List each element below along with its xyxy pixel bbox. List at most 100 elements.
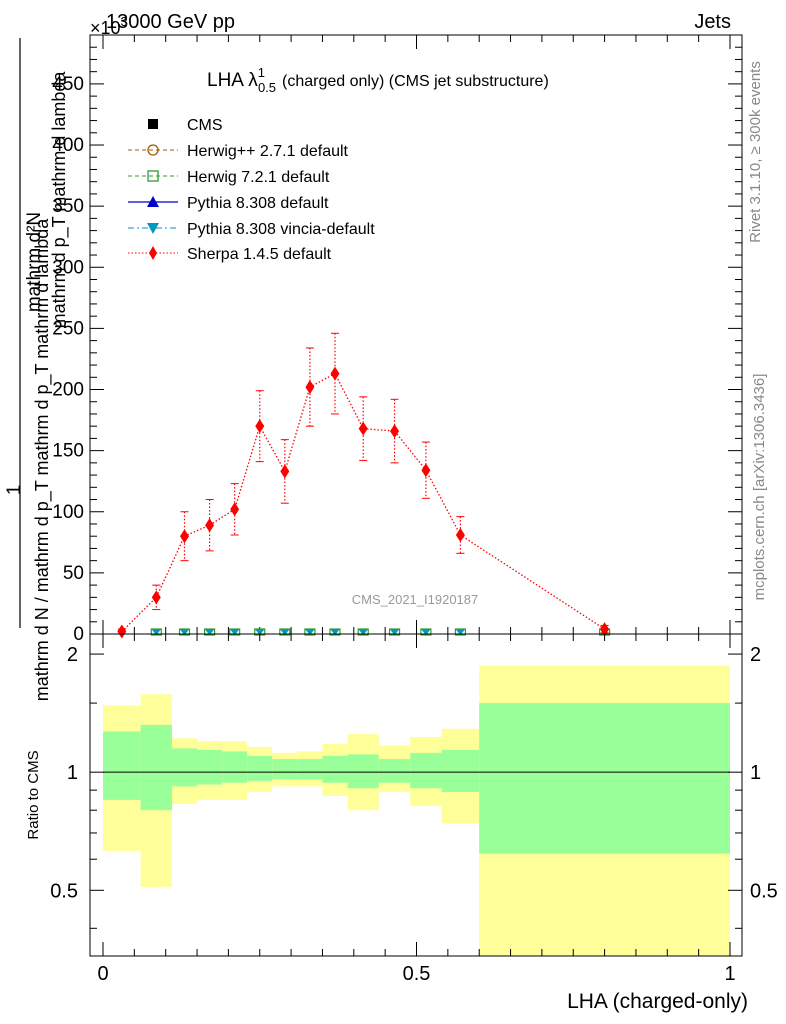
vincia-marker (254, 629, 265, 635)
main-title-sup: 1 (258, 65, 265, 80)
sherpa-point (330, 366, 340, 381)
header-left: 13000 GeV pp (106, 11, 235, 33)
sherpa-point (455, 527, 465, 542)
ratio-y-tick-label: 0.5 (50, 880, 78, 902)
main-title: LHA λ1 0.5 (charged only) (CMS jet substru… (207, 65, 549, 95)
ratio-band-inner (197, 749, 223, 785)
ratio-x-ticks: 0 0.5 1 (97, 634, 736, 985)
vincia-marker (389, 629, 400, 635)
legend-marker-cms (148, 119, 158, 129)
ratio-band-inner (479, 703, 730, 854)
ratio-band-inner (410, 752, 442, 789)
ratio-band-inner (171, 748, 198, 787)
ratio-band-inner (272, 759, 298, 780)
vincia-marker (329, 629, 340, 635)
vincia-marker (358, 629, 369, 635)
legend: CMS Herwig++ 2.7.1 default Herwig 7.2.1 … (128, 117, 375, 263)
ratio-band-inner (441, 749, 480, 793)
ratio-band-inner (378, 759, 411, 783)
sherpa-point (255, 419, 265, 434)
y-exponent-power: 3 (121, 14, 128, 29)
vincia-marker (279, 629, 290, 635)
legend-label-vincia: Pythia 8.308 vincia-default (187, 221, 375, 238)
sherpa-point (230, 502, 240, 517)
main-y-tick-label: 150 (52, 441, 84, 462)
ratio-y-tick-label-right: 2 (750, 644, 761, 666)
sherpa-point (421, 463, 431, 478)
ratio-band-inner (347, 754, 379, 789)
y-label-den-line1: 1 (4, 485, 25, 496)
main-data-layer (117, 332, 611, 639)
main-y-tick-label: 400 (52, 135, 84, 156)
sherpa-point (117, 624, 127, 639)
vincia-marker (455, 629, 466, 635)
main-y-tick-label: 300 (52, 257, 84, 278)
sherpa-point (151, 590, 161, 605)
ratio-y-tick-label-right: 0.5 (750, 880, 778, 902)
legend-label-pythia: Pythia 8.308 default (187, 195, 329, 212)
legend-marker-sherpa (149, 246, 157, 260)
main-title-sub: 0.5 (258, 80, 276, 95)
ratio-bands (103, 665, 730, 956)
sherpa-point (305, 380, 315, 395)
legend-marker-herwig7 (147, 170, 159, 182)
ratio-band-inner (103, 731, 141, 800)
main-y-ticks: 0 50 100 150 200 250 300 350 400 450 (52, 34, 742, 645)
main-y-tick-label: 350 (52, 196, 84, 217)
legend-label-sherpa: Sherpa 1.4.5 default (187, 246, 332, 263)
vincia-marker (420, 629, 431, 635)
y-exponent-base: ×10 (90, 18, 121, 38)
main-x-ticks (102, 35, 731, 634)
main-y-tick-label: 200 (52, 380, 84, 401)
sherpa-point (358, 421, 368, 436)
ratio-band-inner (222, 751, 248, 783)
ratio-y-tick-label: 1 (67, 762, 78, 784)
vincia-marker (204, 629, 215, 635)
main-y-label: mathrm d²N mathrm d p_T mathrm d lambda … (4, 38, 70, 701)
legend-marker-vincia (147, 223, 159, 234)
x-tick-label: 1 (724, 963, 735, 985)
ratio-band-inner (297, 759, 323, 780)
ratio-band-inner (140, 724, 172, 811)
sherpa-point (390, 424, 400, 439)
header-right: Jets (694, 11, 731, 33)
analysis-watermark: CMS_2021_I1920187 (352, 592, 479, 607)
ratio-y-ticks: 0.5 0.5 1 1 2 2 (50, 644, 778, 929)
sherpa-series-line (121, 372, 605, 633)
ratio-band-inner (247, 755, 273, 781)
y-label-den-line2: mathrm d N / mathrm d p_T mathrm d p_T m… (32, 218, 53, 701)
main-title-rest: (charged only) (CMS jet substructure) (282, 73, 549, 90)
y-exponent: ×103 (90, 14, 128, 38)
main-y-tick-label: 0 (73, 624, 84, 645)
vincia-marker (229, 629, 240, 635)
legend-label-herwig7: Herwig 7.2.1 default (187, 169, 330, 186)
ratio-y-tick-label-right: 1 (750, 762, 761, 784)
x-axis-label: LHA (charged-only) (567, 990, 748, 1013)
vincia-marker (179, 629, 190, 635)
main-y-tick-label: 250 (52, 318, 84, 339)
main-y-tick-label: 100 (52, 502, 84, 523)
sherpa-point (205, 518, 215, 533)
legend-marker-herwigpp (147, 144, 159, 156)
legend-label-herwigpp: Herwig++ 2.7.1 default (187, 143, 349, 160)
vincia-marker (304, 629, 315, 635)
vincia-marker (151, 629, 162, 635)
y-label-num-line1: mathrm d²N (24, 212, 45, 312)
ratio-band-inner (322, 755, 348, 783)
legend-marker-pythia (147, 196, 159, 207)
y-label-num-line2: mathrm d p_T mathrm d lambda (49, 71, 70, 329)
x-tick-label: 0.5 (403, 963, 431, 985)
x-tick-label: 0 (97, 963, 108, 985)
main-y-tick-label: 50 (63, 563, 84, 584)
sherpa-point (180, 529, 190, 544)
legend-label-cms: CMS (187, 117, 223, 134)
ratio-y-tick-label: 2 (67, 644, 78, 666)
ratio-y-label: Ratio to CMS (25, 750, 42, 839)
sherpa-point (600, 622, 610, 637)
mcplots-label: mcplots.cern.ch [arXiv:1306.3436] (751, 374, 768, 601)
sherpa-point (280, 464, 290, 479)
main-y-tick-label: 450 (52, 74, 84, 95)
main-title-text: LHA λ (207, 70, 258, 91)
rivet-label: Rivet 3.1.10, ≥ 300k events (747, 61, 764, 243)
